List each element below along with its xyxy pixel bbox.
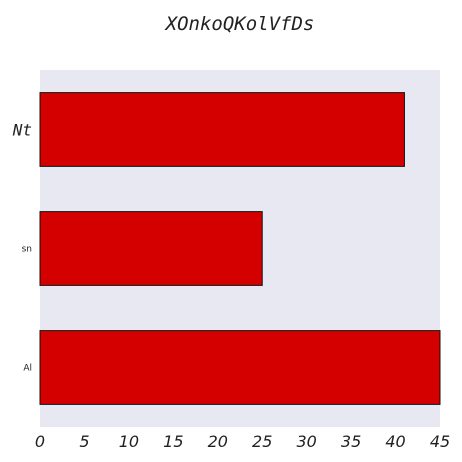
x-tick-label: 5	[79, 432, 89, 451]
chart-title: XOnkoQKolVfDs	[164, 13, 315, 35]
bar-sn	[39, 211, 263, 286]
x-tick-label: 35	[341, 432, 361, 451]
bar-nt	[39, 92, 405, 167]
x-tick-label: 40	[385, 432, 405, 451]
category-label-nt: Nt	[12, 121, 32, 140]
x-tick-label: 0	[35, 432, 45, 451]
x-tick-label: 45	[430, 432, 450, 451]
category-labels: Nt sn Al	[12, 121, 32, 374]
category-label-al: Al	[23, 364, 32, 374]
bars	[39, 92, 441, 405]
x-tick-label: 20	[208, 432, 228, 451]
x-tick-label: 30	[296, 432, 316, 451]
x-tick-label: 15	[163, 432, 183, 451]
category-label-sn: sn	[22, 245, 32, 255]
x-axis-ticks: 0 5 10 15 20 25 30 35 40 45	[35, 432, 450, 451]
x-tick-label: 10	[119, 432, 139, 451]
bar-al	[39, 330, 441, 405]
x-tick-label: 25	[252, 432, 272, 451]
